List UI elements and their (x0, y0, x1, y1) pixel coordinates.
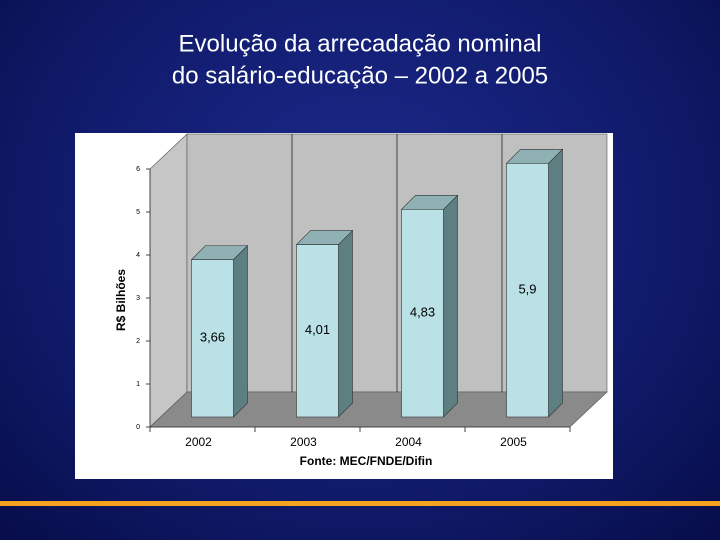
y-tick-label: 6 (136, 166, 140, 173)
value-label: 3,66 (200, 330, 225, 345)
bar (506, 163, 549, 418)
y-tick-label: 0 (136, 424, 140, 431)
bar (296, 244, 339, 418)
title-line: Evolução da arrecadação nominal (179, 30, 542, 57)
accent-line (0, 501, 720, 506)
value-label: 4,83 (410, 305, 435, 320)
value-label: 5,9 (518, 282, 536, 297)
title-line: do salário-educação – 2002 a 2005 (172, 62, 548, 89)
source: Fonte: MEC/FNDE/Difin (300, 454, 433, 468)
y-tick-label: 2 (136, 338, 140, 345)
bar-side (443, 194, 458, 418)
x-tick-label: 2005 (500, 435, 527, 449)
bar-side (338, 229, 353, 418)
bar (401, 209, 444, 418)
bar-side (548, 148, 563, 418)
y-tick-label: 5 (136, 209, 140, 216)
y-axis-label: R$ Bilhões (114, 269, 128, 331)
left-wall (149, 133, 188, 428)
y-tick-label: 3 (136, 295, 140, 302)
bar-side (233, 244, 248, 418)
x-tick-label: 2003 (290, 435, 317, 449)
y-tick-label: 1 (136, 381, 140, 388)
x-tick-label: 2004 (395, 435, 422, 449)
y-tick-label: 4 (136, 252, 140, 259)
bar (191, 259, 234, 418)
x-tick-label: 2002 (185, 435, 212, 449)
value-label: 4,01 (305, 322, 330, 337)
